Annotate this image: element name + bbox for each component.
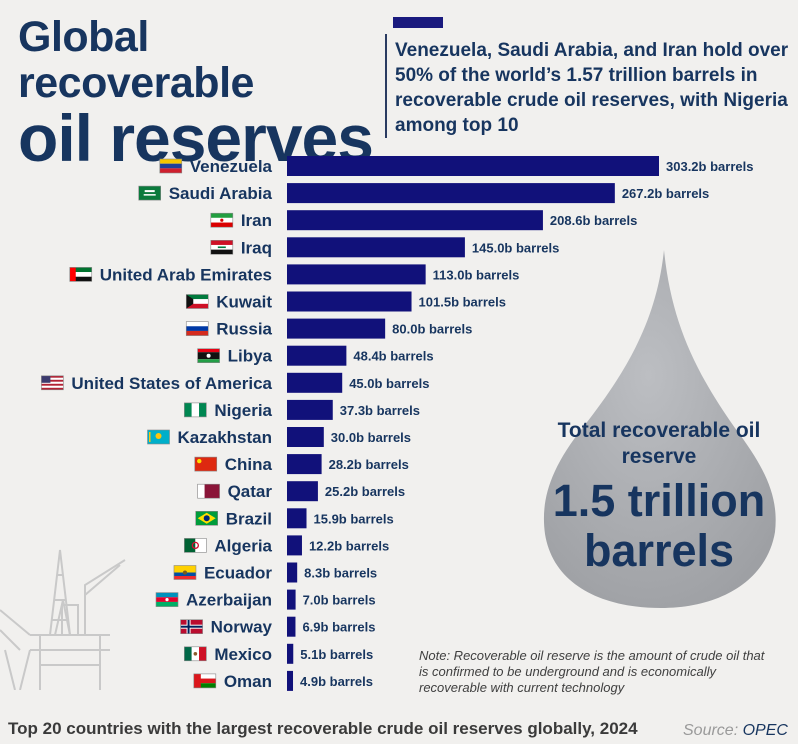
chart-title-line1: Global recoverable <box>18 13 254 107</box>
country-label: Iraq <box>241 238 272 257</box>
saudi-arabia-flag-icon <box>138 185 162 201</box>
oil-rig-icon <box>0 549 126 690</box>
footnote: Note: Recoverable oil reserve is the amo… <box>419 648 765 695</box>
country-label: Azerbaijan <box>186 591 272 610</box>
bar <box>287 562 298 583</box>
value-label: 15.9b barrels <box>314 511 394 526</box>
bar <box>287 616 296 637</box>
country-label: United States of America <box>71 374 272 393</box>
bar <box>287 508 307 529</box>
bar <box>287 589 296 610</box>
source-name: OPEC <box>742 722 788 739</box>
azerbaijan-flag-icon <box>155 592 179 607</box>
bar <box>287 535 302 556</box>
libya-flag-icon <box>197 348 220 364</box>
value-label: 48.4b barrels <box>353 349 433 364</box>
bar <box>287 156 659 176</box>
value-label: 12.2b barrels <box>309 538 389 553</box>
country-label: Iran <box>241 211 272 230</box>
country-label: Venezuela <box>190 157 273 176</box>
country-label: Algeria <box>214 536 272 555</box>
value-label: 303.2b barrels <box>666 159 753 174</box>
country-label: Qatar <box>228 482 273 501</box>
accent-bar <box>393 17 443 28</box>
country-label: Ecuador <box>204 564 272 583</box>
value-label: 30.0b barrels <box>331 430 411 445</box>
chart-subtitle: Venezuela, Saudi Arabia, and Iran hold o… <box>395 40 789 136</box>
bar <box>287 345 347 366</box>
nigeria-flag-icon <box>184 402 207 418</box>
country-label: Kuwait <box>216 293 272 312</box>
country-label: Libya <box>228 347 273 366</box>
iraq-flag-icon <box>210 240 234 255</box>
venezuela-flag-icon <box>159 158 183 174</box>
country-label: Oman <box>224 672 272 691</box>
value-label: 80.0b barrels <box>392 322 472 337</box>
source-prefix: Source: <box>683 722 743 739</box>
bar <box>287 318 386 339</box>
chart-caption: Top 20 countries with the largest recove… <box>8 719 638 738</box>
bar <box>287 481 318 502</box>
value-label: 113.0b barrels <box>433 267 520 282</box>
total-reserve-callout: Total recoverable oil reserve 1.5 trilli… <box>544 418 774 576</box>
bar <box>287 643 294 664</box>
ecuador-flag-icon <box>173 565 197 580</box>
russia-flag-icon <box>185 321 209 336</box>
usa-flag-icon <box>41 375 64 391</box>
bar <box>287 237 465 258</box>
value-label: 28.2b barrels <box>329 457 409 472</box>
country-label: United Arab Emirates <box>100 265 272 284</box>
title-divider <box>385 34 387 138</box>
oman-flag-icon <box>193 673 217 689</box>
bar <box>287 291 412 312</box>
brazil-flag-icon <box>195 510 219 526</box>
bar <box>287 454 322 475</box>
country-label: China <box>225 455 273 474</box>
iran-flag-icon <box>210 212 234 228</box>
bar <box>287 264 426 285</box>
bar <box>287 372 343 393</box>
value-label: 6.9b barrels <box>302 620 375 635</box>
bar <box>287 210 543 231</box>
total-reserve-value: 1.5 trillion barrels <box>552 475 766 576</box>
bar <box>287 670 294 691</box>
uae-flag-icon <box>69 267 93 282</box>
value-label: 45.0b barrels <box>349 376 429 391</box>
qatar-flag-icon <box>197 483 220 499</box>
mexico-flag-icon <box>184 646 207 662</box>
total-reserve-label: Total recoverable oil reserve <box>557 419 761 468</box>
kazakhstan-flag-icon <box>147 429 170 445</box>
bar <box>287 427 324 447</box>
value-label: 101.5b barrels <box>419 295 506 310</box>
algeria-flag-icon <box>184 538 207 553</box>
value-label: 37.3b barrels <box>340 403 420 418</box>
country-label: Saudi Arabia <box>169 184 273 203</box>
country-label: Russia <box>216 320 272 339</box>
value-label: 7.0b barrels <box>303 593 376 608</box>
bar <box>287 183 615 204</box>
country-label: Mexico <box>214 645 272 664</box>
value-label: 4.9b barrels <box>300 674 373 689</box>
value-label: 5.1b barrels <box>300 647 373 662</box>
country-label: Kazakhstan <box>178 428 272 447</box>
value-label: 208.6b barrels <box>550 213 637 228</box>
value-label: 267.2b barrels <box>622 186 709 201</box>
value-label: 145.0b barrels <box>472 240 559 255</box>
value-label: 8.3b barrels <box>304 566 377 581</box>
country-label: Brazil <box>226 509 272 528</box>
norway-flag-icon <box>180 619 203 635</box>
oil-drop-icon <box>543 250 776 608</box>
value-label: 25.2b barrels <box>325 484 405 499</box>
kuwait-flag-icon <box>185 294 209 309</box>
country-label: Norway <box>211 618 273 637</box>
bar <box>287 399 333 420</box>
country-label: Nigeria <box>214 401 272 420</box>
china-flag-icon <box>194 456 218 472</box>
source-credit: Source: OPEC <box>683 722 788 740</box>
